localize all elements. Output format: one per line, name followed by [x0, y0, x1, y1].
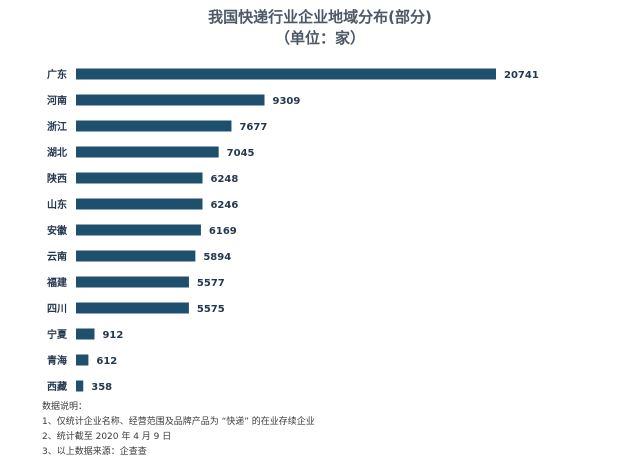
bar [76, 224, 201, 236]
value-label: 5894 [203, 252, 231, 263]
bar [76, 276, 189, 288]
value-label: 9309 [273, 96, 301, 107]
category-label: 浙江 [47, 120, 67, 133]
value-label: 612 [96, 356, 117, 367]
bar [76, 380, 84, 392]
bar-chart: 广东 20741 河南 9309 浙江 7677 湖北 7045 陕西 6248 山东 6246 安徽 6… [46, 68, 539, 393]
category-label: 河南 [47, 94, 67, 107]
value-label: 5577 [197, 278, 225, 289]
value-label: 912 [102, 330, 123, 341]
value-label: 6169 [209, 226, 237, 237]
note-item-1: 1、仅统计企业名称、经营范围及品牌产品为 “快递” 的在业存续企业 [42, 417, 315, 427]
category-label: 西藏 [47, 380, 67, 393]
value-label: 6246 [210, 200, 238, 211]
chart-title: 我国快递行业企业地域分布(部分) [208, 8, 432, 26]
data-notes: 数据说明： 1、仅统计企业名称、经营范围及品牌产品为 “快递” 的在业存续企业 … [42, 400, 315, 460]
category-label: 四川 [47, 303, 67, 315]
chart-subtitle: （单位：家） [274, 29, 365, 47]
bar [76, 354, 89, 366]
category-label: 云南 [47, 250, 67, 263]
bar [76, 68, 496, 80]
value-label: 7677 [239, 122, 267, 133]
category-label: 青海 [47, 354, 67, 367]
bar [76, 302, 189, 314]
value-label: 20741 [504, 70, 539, 81]
note-item-3: 3、以上数据来源：企查查 [42, 447, 147, 457]
bar [76, 94, 265, 106]
category-label: 福建 [46, 276, 68, 289]
bar [76, 120, 232, 132]
category-label: 山东 [47, 198, 67, 211]
category-label: 安徽 [47, 224, 68, 237]
bar [76, 250, 196, 262]
value-label: 5575 [197, 304, 225, 315]
bar [76, 146, 219, 158]
bar [76, 328, 95, 340]
value-label: 7045 [227, 148, 255, 159]
category-label: 广东 [47, 68, 67, 81]
note-item-2: 2、统计截至 2020 年 4 月 9 日 [42, 432, 172, 442]
category-label: 陕西 [47, 172, 67, 185]
bar [76, 198, 203, 210]
value-label: 358 [91, 382, 112, 393]
notes-heading: 数据说明： [42, 402, 88, 412]
bar [76, 172, 203, 184]
category-label: 湖北 [47, 146, 67, 159]
category-label: 宁夏 [47, 328, 68, 341]
value-label: 6248 [211, 174, 239, 185]
